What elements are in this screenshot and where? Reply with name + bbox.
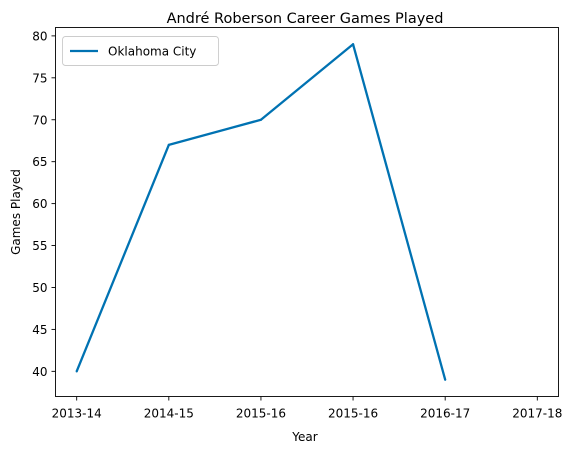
x-tick-label: 2015-16: [328, 407, 378, 421]
legend-label: Oklahoma City: [108, 45, 196, 59]
y-tick-label: 60: [32, 197, 47, 211]
y-tick-label: 45: [32, 323, 47, 337]
y-tick-label: 50: [32, 281, 47, 295]
series-line-oklahoma-city: [75, 43, 447, 381]
series-layer: [75, 43, 447, 381]
data-point: [75, 370, 78, 373]
y-tick-label: 75: [32, 71, 47, 85]
x-tick-label: 2017-18: [512, 407, 562, 421]
legend-box: [62, 36, 219, 66]
y-tick-label: 70: [32, 113, 47, 127]
x-tick-label: 2016-17: [420, 407, 470, 421]
y-tick-label: 65: [32, 155, 47, 169]
y-axis-label: Games Played: [9, 169, 23, 255]
data-point: [259, 118, 263, 121]
legend: Oklahoma City: [62, 36, 219, 66]
y-tick-label: 40: [32, 365, 47, 379]
y-axis: 40 45 50 55 60 65 70 75 80: [32, 29, 56, 379]
data-point: [351, 43, 355, 46]
data-point: [444, 378, 447, 381]
x-tick-label: 2013-14: [52, 407, 102, 421]
x-axis-label: Year: [291, 430, 317, 444]
data-point: [167, 143, 170, 147]
chart-title: André Roberson Career Games Played: [167, 11, 444, 27]
x-tick-label: 2014-15: [144, 407, 194, 421]
plot-frame: [55, 27, 559, 397]
x-axis: 2013-14 2014-15 2015-16 2015-16 2016-17 2017-…: [52, 396, 562, 421]
y-tick-label: 55: [32, 239, 47, 253]
y-tick-label: 80: [32, 29, 47, 43]
x-tick-label: 2015-16: [236, 407, 286, 421]
